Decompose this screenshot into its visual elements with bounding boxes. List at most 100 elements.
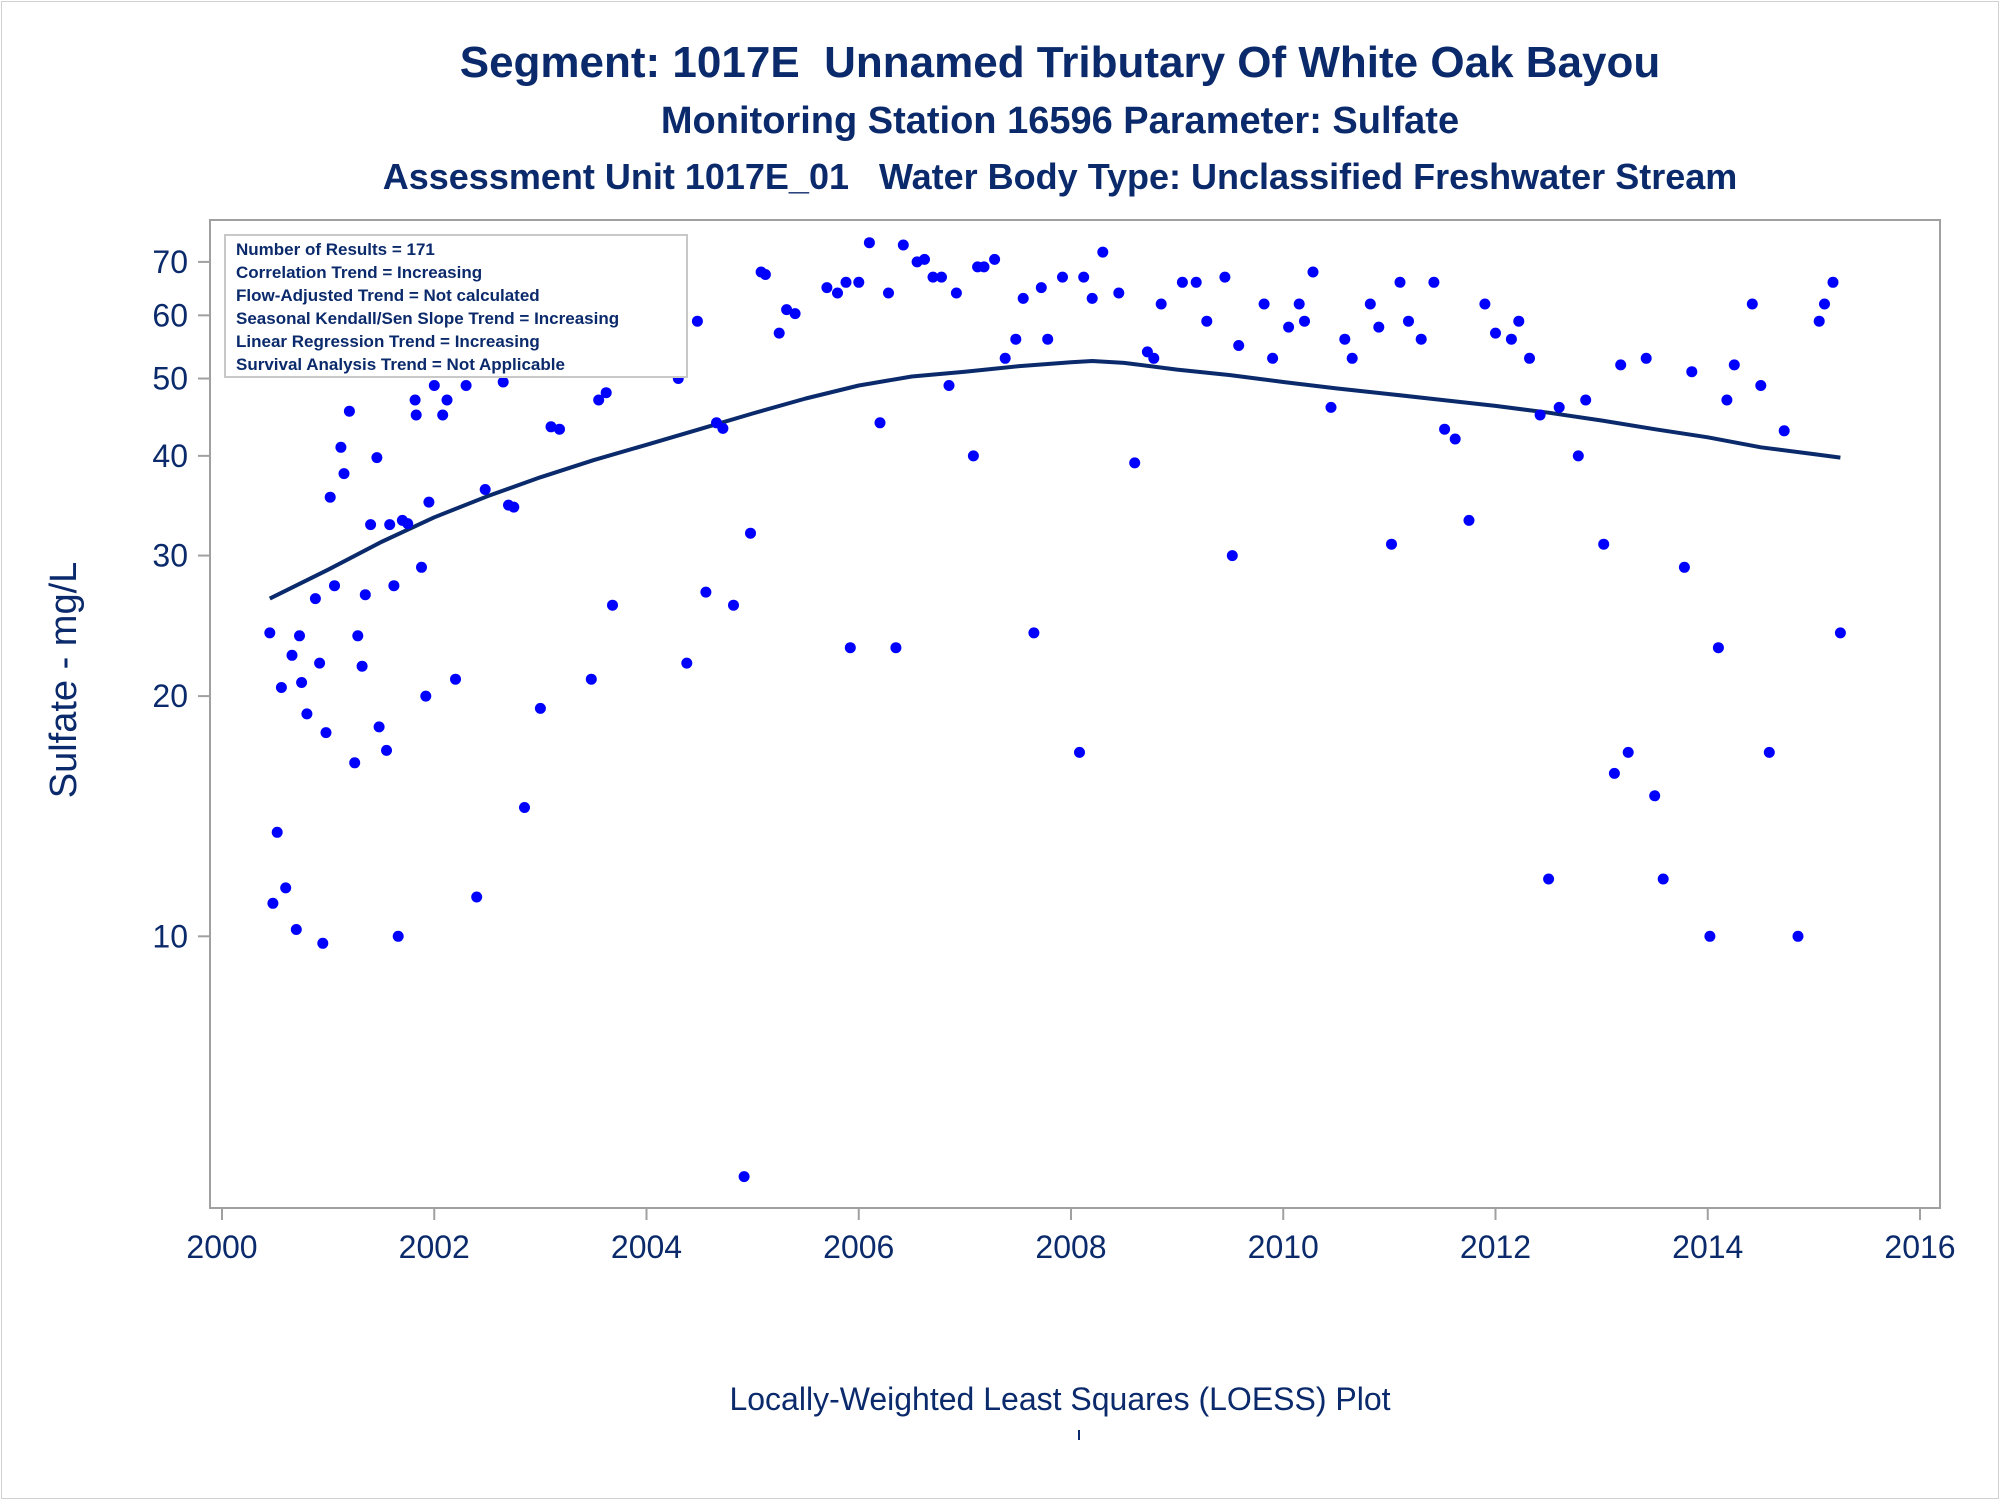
data-point (927, 271, 939, 283)
y-tick-label-60: 60 (152, 297, 188, 333)
x-tick-label-2006: 2006 (823, 1229, 894, 1265)
data-point (1678, 561, 1690, 573)
data-point (1686, 366, 1698, 378)
y-tick-label-30: 30 (152, 538, 188, 574)
data-point (897, 239, 909, 251)
data-point (1325, 401, 1337, 413)
data-point (534, 702, 546, 714)
data-point (450, 673, 461, 685)
data-point (428, 380, 440, 391)
data-point (497, 376, 509, 388)
chart-subtitle-2: Assessment Unit 1017E_01 Water Body Type… (382, 156, 1738, 197)
plot-caption: Locally-Weighted Least Squares (LOESS) P… (729, 1381, 1391, 1417)
data-point (392, 930, 404, 942)
data-point (863, 237, 875, 249)
data-point (1086, 292, 1098, 304)
data-point (967, 450, 979, 462)
data-point (1813, 315, 1825, 327)
data-point (1074, 746, 1085, 758)
data-point (1364, 298, 1376, 310)
x-tick-label-2002: 2002 (399, 1229, 470, 1265)
data-point (950, 287, 962, 299)
data-point (1513, 315, 1525, 327)
data-point (1819, 298, 1830, 310)
data-point (1524, 352, 1535, 364)
data-point (1479, 298, 1491, 310)
data-point (402, 518, 414, 530)
data-point (1113, 287, 1125, 299)
x-tick-label-2010: 2010 (1248, 1229, 1319, 1265)
annotation-linear-regression: Linear Regression Trend = Increasing (236, 332, 540, 351)
data-point (1712, 642, 1724, 654)
data-point (700, 586, 712, 598)
data-point (301, 708, 313, 720)
data-point (371, 452, 383, 464)
data-point (1608, 767, 1620, 779)
data-point (1057, 271, 1068, 283)
data-point (1657, 873, 1669, 885)
data-point (1449, 433, 1461, 445)
data-point (286, 649, 298, 661)
data-point (280, 882, 292, 894)
data-point (1534, 409, 1546, 421)
data-point (1190, 276, 1202, 288)
data-point (381, 744, 392, 756)
data-point (593, 394, 605, 406)
data-point (410, 409, 422, 421)
data-point (585, 673, 597, 685)
data-point (352, 630, 364, 642)
data-point (329, 580, 340, 592)
data-point (349, 757, 361, 769)
loess-trend-layer (268, 359, 1841, 601)
data-point (1580, 394, 1592, 406)
data-point (1543, 873, 1555, 885)
data-point (840, 276, 852, 288)
plot-area-frame (209, 219, 1941, 1209)
data-point (600, 387, 612, 399)
data-point (759, 269, 771, 280)
data-point (738, 1171, 750, 1183)
data-point (388, 580, 400, 592)
data-point (1415, 333, 1427, 345)
data-point (1258, 298, 1270, 310)
data-point (1042, 333, 1054, 345)
data-point (1394, 276, 1406, 288)
data-point (1553, 401, 1565, 413)
data-point (1339, 333, 1351, 345)
data-point (409, 394, 421, 406)
data-point (416, 561, 427, 573)
x-tick-label-2016: 2016 (1884, 1229, 1955, 1265)
data-point (1010, 333, 1022, 345)
data-point (324, 491, 336, 503)
x-tick-label-2000: 2000 (186, 1229, 257, 1265)
data-point (1598, 538, 1610, 550)
data-point (890, 642, 902, 654)
data-point (1834, 627, 1846, 639)
y-tick-label-20: 20 (152, 678, 188, 714)
data-point (290, 924, 302, 935)
y-tick-label-10: 10 (152, 918, 188, 954)
data-point (1307, 266, 1319, 278)
data-point (1763, 746, 1775, 758)
data-point (545, 421, 557, 433)
data-point (1428, 276, 1440, 288)
data-point (919, 253, 930, 265)
data-point (691, 315, 703, 327)
data-point (989, 253, 1001, 265)
data-point (1755, 380, 1767, 391)
data-point (294, 630, 305, 642)
data-point (320, 727, 332, 739)
data-point (1463, 514, 1475, 526)
data-point (607, 599, 618, 611)
data-point (781, 304, 793, 316)
data-point (1373, 321, 1385, 333)
data-point (479, 484, 491, 495)
data-point (359, 589, 371, 601)
data-point (335, 441, 347, 453)
x-tick-label-2008: 2008 (1035, 1229, 1106, 1265)
data-point (1746, 298, 1758, 310)
data-point (1572, 450, 1584, 462)
data-point (437, 409, 449, 421)
data-point (423, 496, 435, 508)
